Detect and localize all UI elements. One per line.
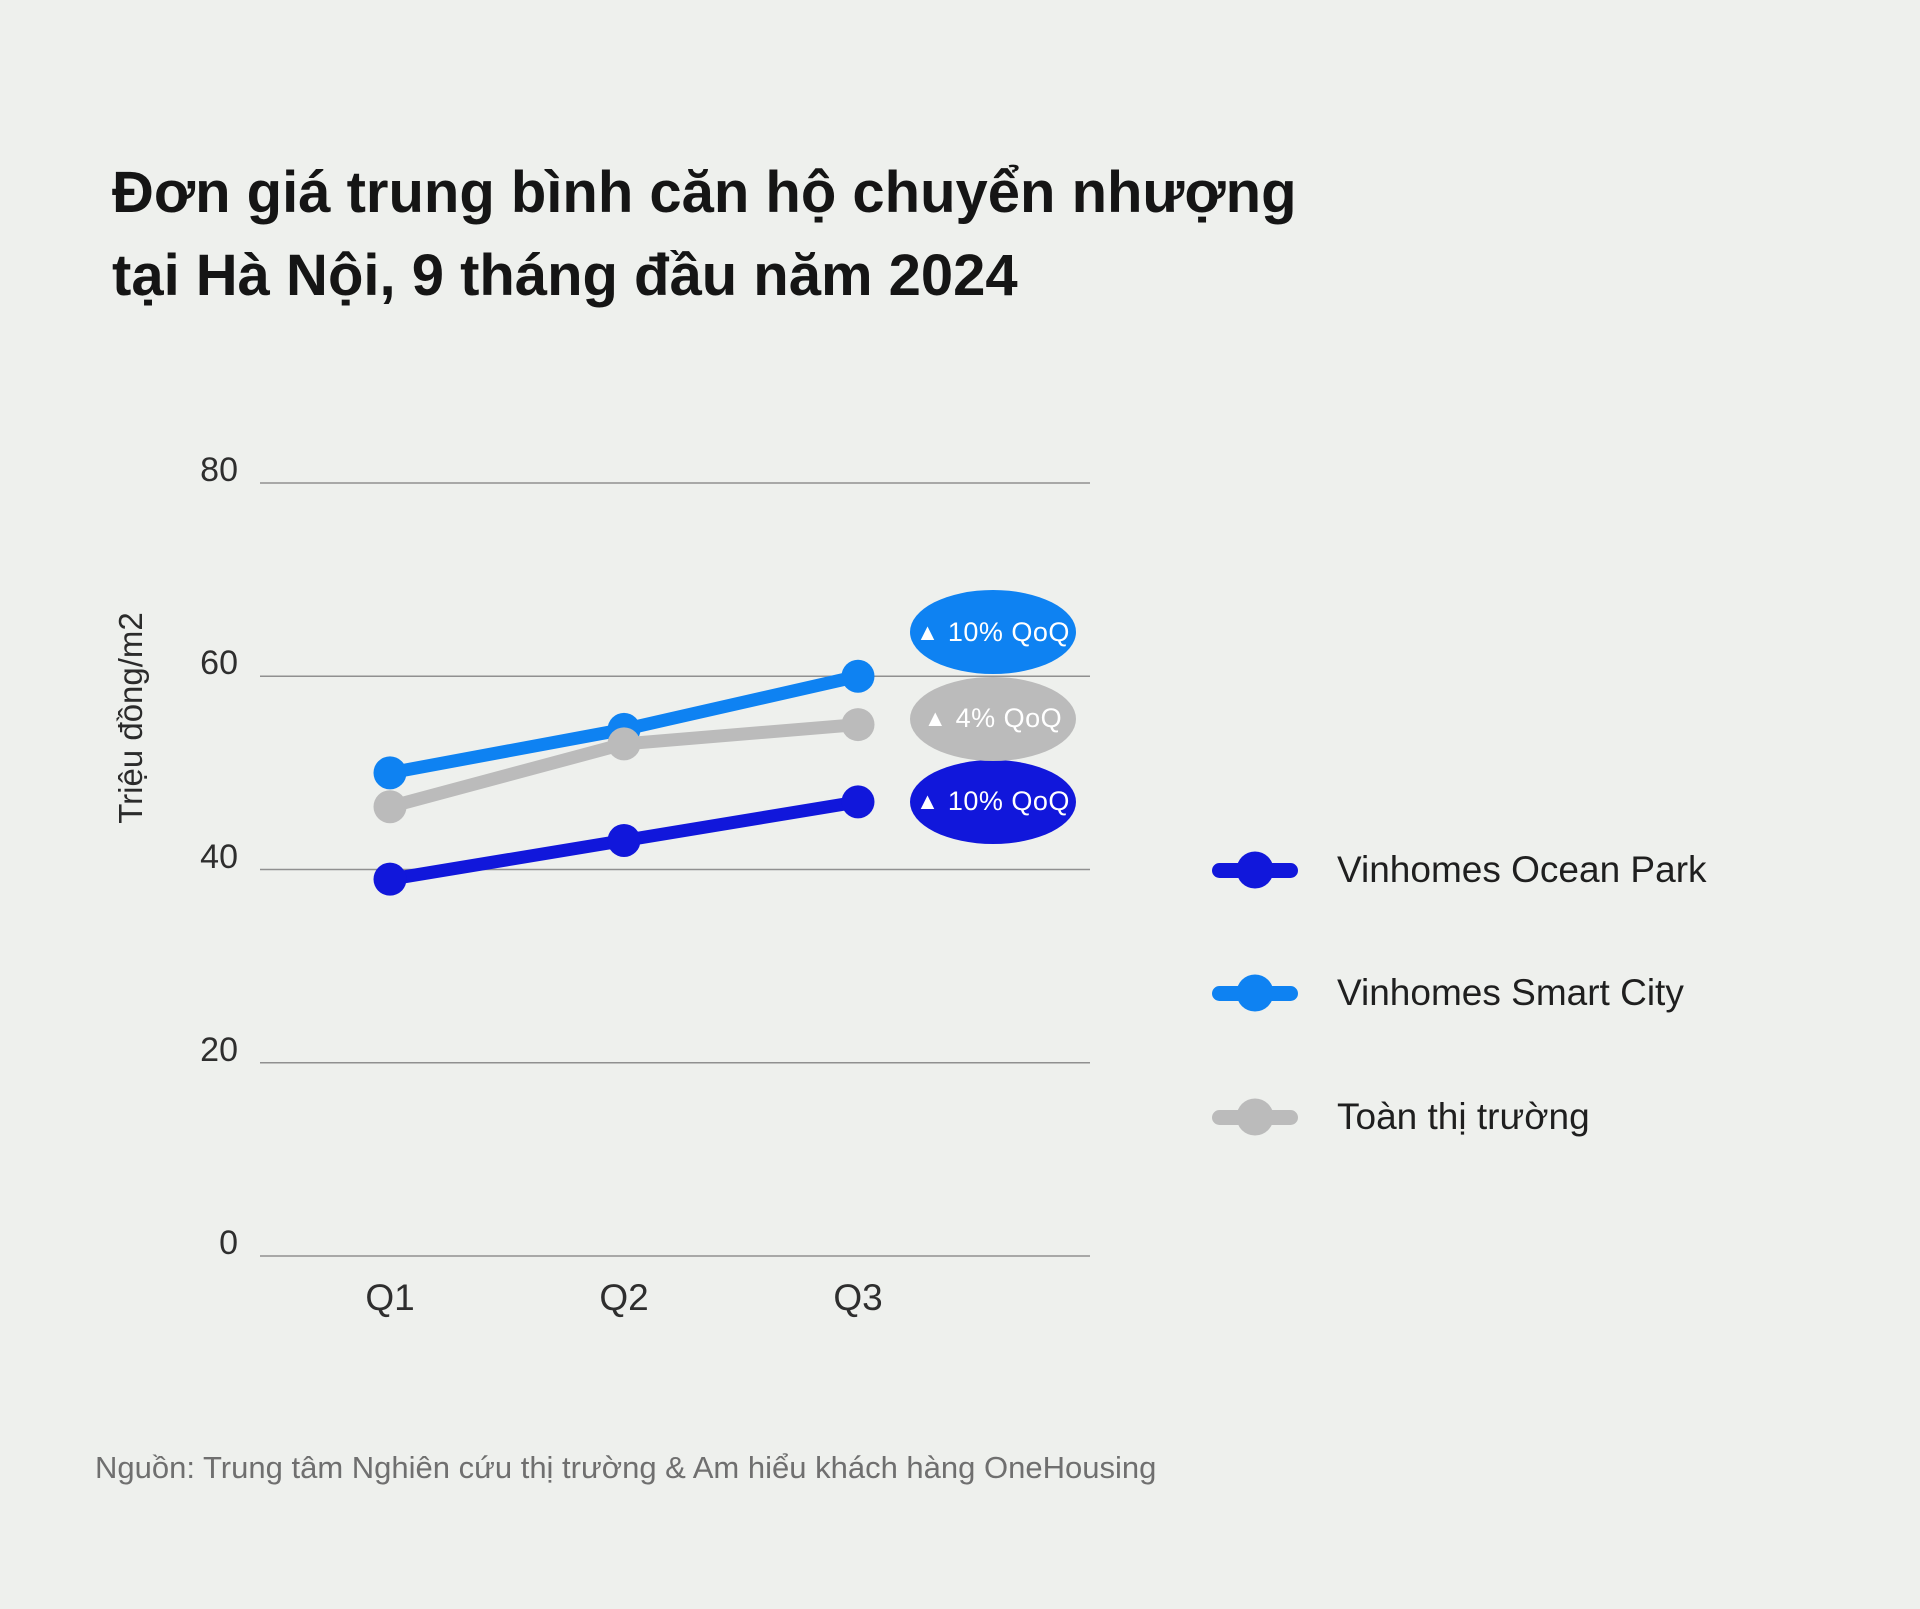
- data-point: [373, 862, 407, 896]
- x-tick-label: Q1: [365, 1277, 415, 1318]
- source-note: Nguồn: Trung tâm Nghiên cứu thị trường &…: [95, 1450, 1157, 1485]
- x-tick-label: Q3: [833, 1277, 883, 1318]
- page-title-line-1: Đơn giá trung bình căn hộ chuyển nhượng: [112, 159, 1297, 225]
- y-tick-label: 60: [200, 644, 238, 683]
- data-point: [607, 824, 641, 858]
- legend-label: Toàn thị trường: [1337, 1096, 1590, 1137]
- x-tick-label: Q2: [599, 1277, 649, 1318]
- data-point: [841, 659, 875, 693]
- legend-item-toan-thi-truong: Toàn thị trường: [1212, 1096, 1590, 1137]
- qoq-badge-label: 10% QoQ: [947, 616, 1070, 647]
- data-point: [841, 785, 875, 819]
- y-tick-label: 0: [219, 1224, 238, 1262]
- legend-label: Vinhomes Smart City: [1337, 972, 1684, 1013]
- data-point: [607, 727, 641, 761]
- qoq-badge-label: 10% QoQ: [947, 786, 1070, 817]
- data-point: [373, 790, 407, 824]
- page-title-line-2: tại Hà Nội, 9 tháng đầu năm 2024: [112, 242, 1018, 308]
- legend-item-vinhomes-smart-city: Vinhomes Smart City: [1212, 972, 1684, 1013]
- triangle-up-icon: ▲: [916, 788, 939, 815]
- legend-line-dot-icon: [1212, 1098, 1298, 1136]
- qoq-badge: ▲ 4% QoQ: [910, 676, 1076, 761]
- legend-line-dot-icon: [1212, 974, 1298, 1012]
- y-tick-label: 20: [200, 1030, 238, 1069]
- data-point: [373, 756, 407, 790]
- qoq-badge: ▲ 10% QoQ: [910, 590, 1076, 675]
- qoq-badge-label: 4% QoQ: [955, 703, 1063, 734]
- legend-line-dot-icon: [1212, 851, 1298, 889]
- y-tick-label: 80: [200, 451, 238, 489]
- data-point: [841, 708, 875, 742]
- triangle-up-icon: ▲: [916, 618, 939, 645]
- legend-item-vinhomes-ocean-park: Vinhomes Ocean Park: [1212, 849, 1707, 890]
- triangle-up-icon: ▲: [923, 705, 947, 732]
- qoq-badge: ▲ 10% QoQ: [910, 759, 1076, 844]
- legend-label: Vinhomes Ocean Park: [1337, 849, 1707, 890]
- y-tick-label: 40: [200, 837, 238, 876]
- page-title: Đơn giá trung bình căn hộ chuyển nhượng …: [112, 151, 1297, 317]
